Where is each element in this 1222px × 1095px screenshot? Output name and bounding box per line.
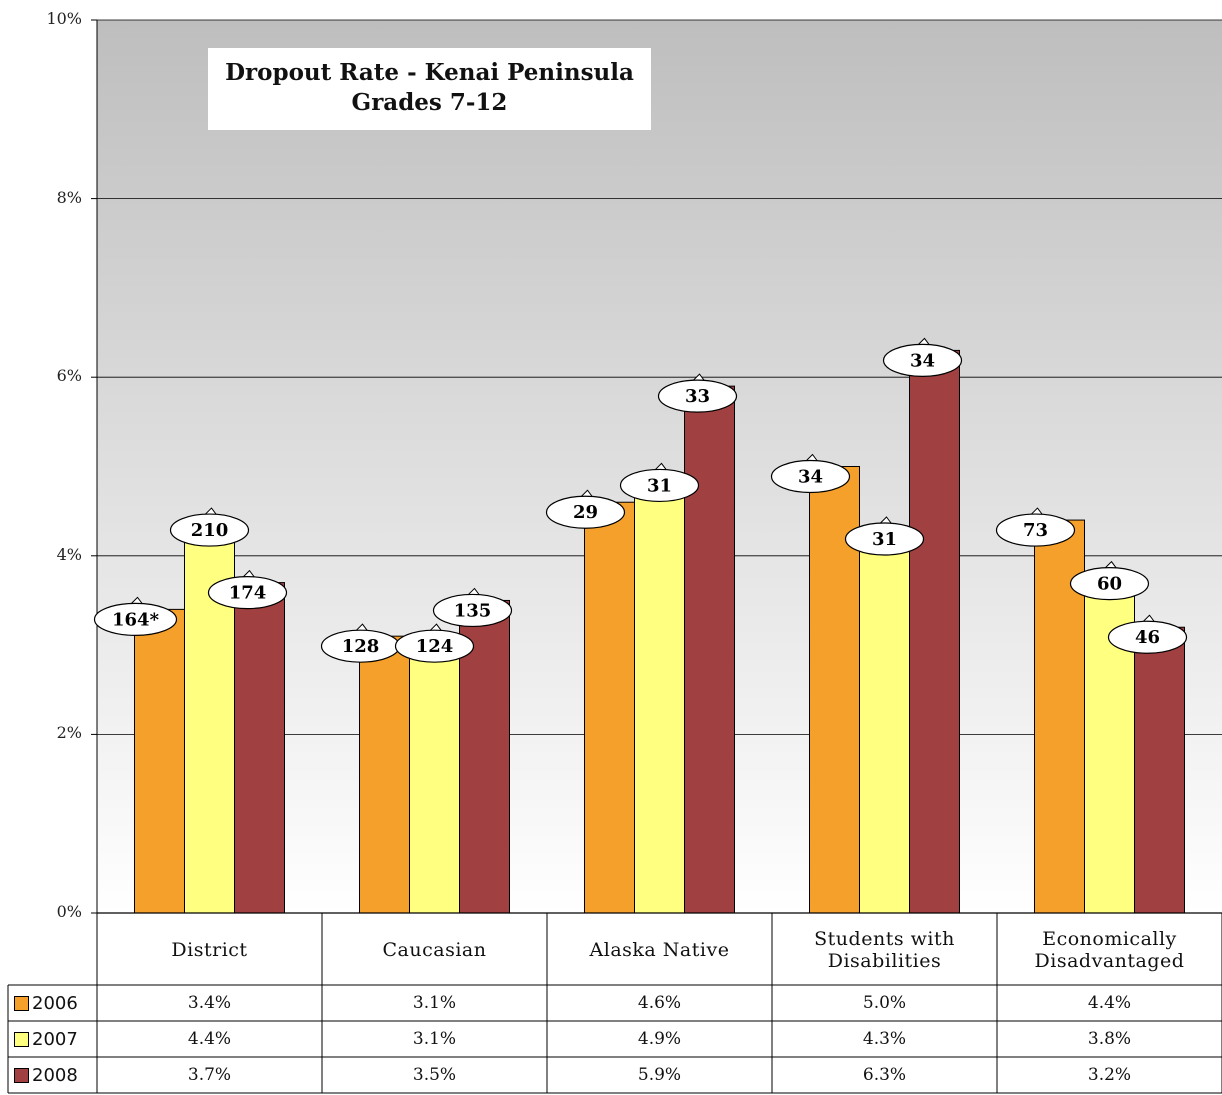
bubble-shape [1107,620,1188,654]
data-label: 73 [1023,520,1048,541]
y-tick-label: 6% [56,366,82,386]
bubble-shape [770,459,851,494]
legend-swatch [14,995,29,1011]
bubble-shape [169,513,250,547]
bubble-shape [995,513,1076,547]
category-label: Caucasian [382,938,487,961]
category-label: Economically Disadvantaged [1034,927,1185,972]
data-label: 33 [685,386,710,407]
category-label: District [171,938,248,961]
category-label: Students with Disabilities [814,927,955,972]
data-table-grid [7,912,1222,1094]
table-cell: 5.9% [637,1065,682,1085]
data-label-bubble: 29 [545,489,626,529]
table-cell: 4.6% [637,993,682,1013]
chart-title-box: Dropout Rate - Kenai Peninsula Grades 7-… [208,48,651,130]
data-label: 124 [416,636,454,657]
bar-2008 [909,349,960,914]
y-tick-label: 10% [46,9,82,28]
data-label: 174 [229,583,267,604]
bar-2008 [684,385,735,914]
data-label-bubble: 124 [394,623,475,663]
table-cell: 3.5% [412,1065,457,1085]
table-cell: 3.1% [412,993,457,1013]
bar-2008 [1134,626,1185,914]
table-cell: 4.4% [187,1029,232,1049]
table-cell: 3.8% [1087,1029,1132,1049]
legend-swatch [14,1067,29,1083]
data-label: 29 [573,502,598,523]
data-label-bubble: 164* [93,596,178,636]
legend-entry-2006: 2006 [10,985,98,1021]
table-cell: 3.4% [187,993,232,1013]
data-label-bubble: 60 [1069,560,1150,601]
data-label: 135 [454,600,492,621]
chart-subtitle: Grades 7-12 [351,89,508,116]
legend-label: 2007 [32,1028,78,1050]
data-label-bubble: 46 [1107,614,1188,654]
bubble-shape [432,593,513,628]
bar-2006 [584,501,635,914]
bubble-shape [882,343,963,378]
data-label-bubble: 210 [169,507,250,547]
table-cell: 4.4% [1087,993,1132,1013]
bar-2006 [134,608,185,914]
bar-2006 [359,635,410,914]
data-label: 34 [910,350,935,371]
legend-label: 2006 [32,992,78,1014]
legend-entry-2007: 2007 [10,1021,98,1057]
bubble-shape [657,379,738,413]
y-tick-label: 8% [56,187,82,207]
y-tick-label: 0% [56,902,82,921]
y-tick-label: 4% [56,544,82,564]
table-cell: 3.2% [1087,1065,1132,1085]
bar-2007 [409,635,460,914]
bubble-shape [93,602,178,636]
y-tick-label: 2% [56,723,82,743]
data-label: 210 [191,520,229,541]
table-cell: 4.9% [637,1029,682,1049]
data-label: 34 [798,467,823,488]
data-label: 164* [112,609,160,630]
data-label-bubble: 34 [882,337,963,378]
bar-2007 [634,474,685,914]
table-cell: 3.7% [187,1065,232,1085]
legend-label: 2008 [32,1064,78,1086]
data-label: 31 [872,529,897,550]
bubble-shape [1069,567,1150,601]
data-label: 60 [1097,574,1122,595]
bubble-shape [207,575,288,610]
table-cell: 4.3% [862,1029,907,1049]
bar-2008 [234,582,285,914]
data-label-bubble: 31 [844,516,925,556]
data-label: 128 [342,636,380,657]
legend-entry-2008: 2008 [10,1057,98,1093]
data-label-bubble: 128 [320,623,401,663]
table-cell: 6.3% [862,1065,907,1085]
data-label-bubble: 174 [207,569,288,610]
data-label-bubble: 135 [432,587,513,628]
chart-title: Dropout Rate - Kenai Peninsula [225,59,634,86]
bubble-shape [394,629,475,663]
data-label-bubble: 33 [657,373,738,413]
bar-2007 [859,528,910,914]
bubble-shape [545,495,626,529]
data-label: 31 [647,475,672,496]
legend-swatch [14,1031,29,1047]
data-label-bubble: 34 [770,453,851,494]
bubble-shape [844,522,925,556]
category-label: Alaska Native [589,938,730,961]
data-label-bubble: 73 [995,507,1076,547]
data-label-bubble: 31 [619,462,700,503]
bubble-shape [619,468,700,503]
table-cell: 3.1% [412,1029,457,1049]
data-label: 46 [1135,627,1160,648]
table-cell: 5.0% [862,993,907,1013]
